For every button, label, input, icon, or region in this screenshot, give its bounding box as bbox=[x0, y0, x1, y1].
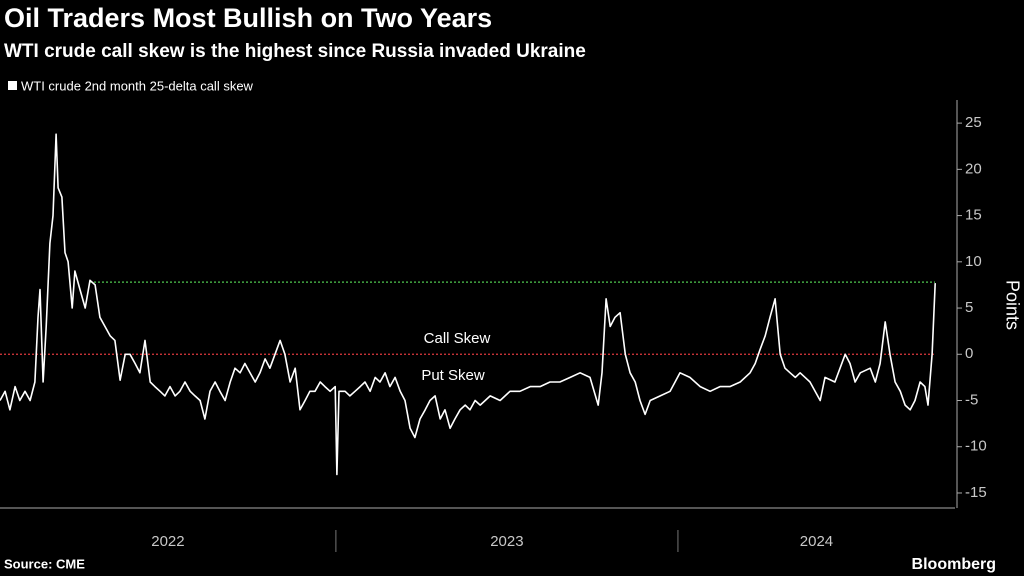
annotation: Call Skew bbox=[424, 330, 491, 347]
y-tick-label: 0 bbox=[965, 345, 973, 362]
annotation: Put Skew bbox=[421, 367, 485, 384]
legend-swatch bbox=[8, 81, 17, 90]
y-tick-label: 20 bbox=[965, 160, 982, 177]
x-tick-label: 2024 bbox=[800, 533, 833, 550]
y-tick-label: -10 bbox=[965, 438, 987, 455]
x-tick-label: 2023 bbox=[490, 533, 523, 550]
y-tick-label: -15 bbox=[965, 484, 987, 501]
data-line bbox=[0, 133, 936, 476]
chart-title: Oil Traders Most Bullish on Two Years bbox=[4, 3, 492, 33]
legend-label: WTI crude 2nd month 25-delta call skew bbox=[21, 78, 254, 93]
y-tick-label: 25 bbox=[965, 114, 982, 131]
chart-subtitle: WTI crude call skew is the highest since… bbox=[4, 41, 586, 62]
source: Source: CME bbox=[4, 556, 85, 571]
x-tick-label: 2022 bbox=[151, 533, 184, 550]
y-tick-label: 10 bbox=[965, 253, 982, 270]
y-tick-label: 5 bbox=[965, 299, 973, 316]
y-tick-label: 15 bbox=[965, 207, 982, 224]
y-tick-label: -5 bbox=[965, 391, 978, 408]
brand: Bloomberg bbox=[912, 556, 996, 573]
y-axis-label: Points bbox=[1002, 280, 1022, 330]
